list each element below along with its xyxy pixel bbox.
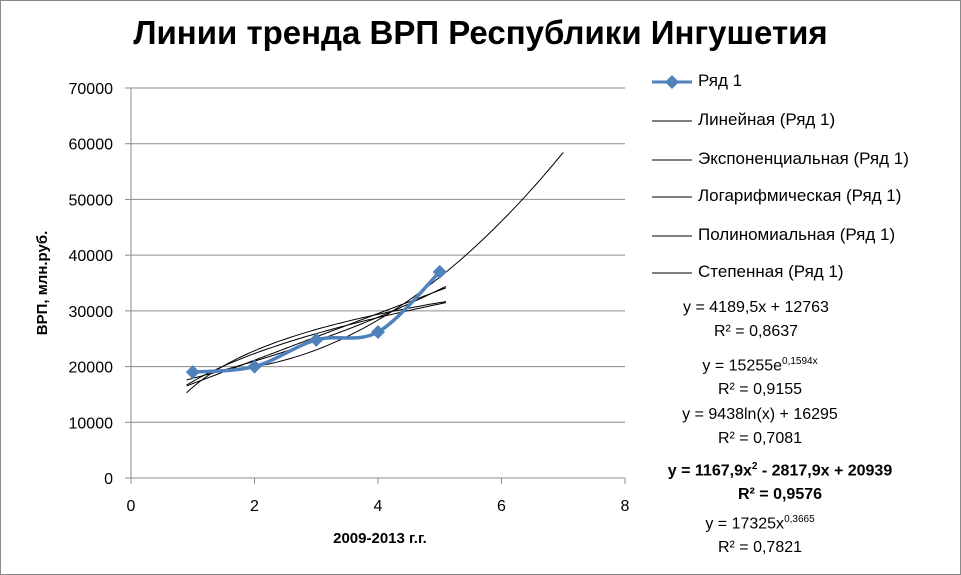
legend-label-logarithmic: Логарифмическая (Ряд 1) [698,186,902,205]
x-tick-label: 0 [127,498,136,515]
y-tick-label: 10000 [69,415,114,432]
trend-line-icon [652,120,692,122]
data-point [185,365,200,380]
equation-logarithmic-r2: R² = 0,7081 [717,430,803,447]
x-tick-label: 4 [374,498,383,515]
equation-exponential-exponent: 0,1594x [782,356,818,367]
equation-power-text: y = 17325x0,3665 [660,508,860,536]
trend-line-icon [652,159,692,161]
equation-linear-text: y = 4189,5x + 12763 [683,299,829,316]
x-tick-label: 6 [497,498,506,515]
y-tick-label: 40000 [69,248,114,265]
equation-polynomial-part1: y = 1167,9x [667,462,752,480]
data-point [247,359,262,374]
trend-line-icon [652,272,692,274]
equation-logarithmic: y = 9438ln(x) + 16295 R² = 0,7081 [660,403,860,451]
x-axis-title: 2009-2013 г.г. [333,530,427,547]
equation-logarithmic-text: y = 9438ln(x) + 16295 [682,406,838,423]
data-point [432,264,447,279]
y-axis-title: ВРП, млн.руб. [34,231,51,336]
y-tick-label: 30000 [69,304,114,321]
equation-power: y = 17325x0,3665 R² = 0,7821 [660,508,860,560]
equation-exponential-prefix: y = 15255e [702,357,783,375]
trend-line-icon [652,196,692,198]
legend-label-power: Степенная (Ряд 1) [698,262,844,281]
data-point [309,332,324,347]
y-tick-label: 20000 [69,360,114,377]
y-tick-label: 60000 [69,137,114,154]
y-tick-label: 70000 [69,81,114,98]
equation-polynomial-part2: - 2817,9x + 20939 [757,462,893,480]
series-line [192,270,441,374]
equation-linear-r2: R² = 0,8637 [713,323,799,340]
data-point [371,325,385,340]
trendline-logarithmic [186,301,446,394]
y-tick-label: 0 [104,471,113,488]
x-tick-label: 8 [621,498,630,515]
equation-power-prefix: y = 17325x [705,515,785,533]
equation-polynomial: y = 1167,9x2 - 2817,9x + 20939 R² = 0,95… [640,455,920,507]
chart-title: Линии тренда ВРП Республики Ингушетия [133,14,828,51]
legend-label-series: Ряд 1 [698,71,743,90]
legend-label-exponential: Экспоненциальная (Ряд 1) [698,149,909,168]
equation-exponential-r2: R² = 0,9155 [717,381,803,399]
equation-polynomial-text: y = 1167,9x2 - 2817,9x + 20939 [640,455,920,483]
plot-area: 0 10000 20000 30000 40000 50000 60000 70000 0 2 4 6… [34,81,630,547]
y-tick-label: 50000 [69,192,114,209]
equation-power-exponent: 0,3665 [784,514,815,525]
trend-line-icon [652,235,692,237]
equation-linear: y = 4189,5x + 12763 R² = 0,8637 [656,296,856,344]
legend-label-linear: Линейная (Ряд 1) [698,110,836,129]
equation-polynomial-sup: 2 [751,461,758,472]
legend-label-polynomial: Полиномиальная (Ряд 1) [698,225,896,244]
equation-exponential: y = 15255e0,1594x R² = 0,9155 [660,350,860,402]
equation-exponential-text: y = 15255e0,1594x [660,350,860,378]
series-marker-icon [652,75,692,89]
equation-polynomial-r2: R² = 0,9576 [737,486,823,504]
equation-power-r2: R² = 0,7821 [717,539,803,557]
x-tick-label: 2 [250,498,259,515]
